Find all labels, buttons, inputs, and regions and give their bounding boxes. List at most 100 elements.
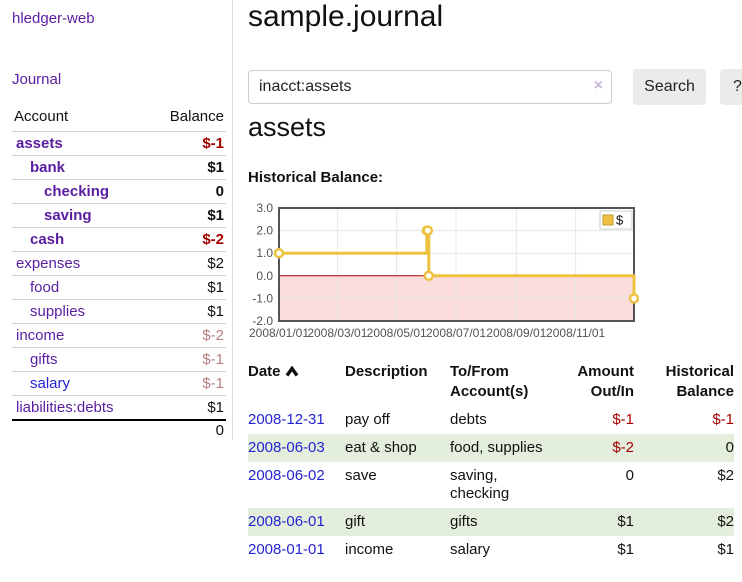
account-balance: $-1 — [148, 347, 226, 372]
accounts-table: Account Balance assets $-1 bank $1 — [12, 104, 226, 440]
transaction-description: pay off — [345, 411, 390, 428]
transaction-accounts: gifts — [450, 513, 478, 530]
transaction-date-link[interactable]: 2008-06-03 — [248, 439, 325, 456]
svg-text:0.0: 0.0 — [256, 269, 273, 283]
sidebar-item-journal[interactable]: Journal — [12, 71, 62, 88]
transaction-description: income — [345, 541, 394, 558]
transaction-accounts: debts — [450, 411, 487, 428]
search-input[interactable] — [248, 70, 612, 104]
svg-text:2.0: 2.0 — [256, 224, 273, 238]
account-link[interactable]: salary — [30, 375, 71, 392]
accounts-header-account: Account — [14, 108, 69, 125]
transaction-row: 2008-12-31 pay off debts $-1 $-1 — [248, 406, 734, 434]
column-header-description: Description — [345, 363, 428, 380]
account-row: gifts $-1 — [12, 347, 226, 372]
transaction-description: gift — [345, 513, 366, 530]
accounts-total-value: 0 — [148, 419, 226, 440]
historical-balance-chart[interactable]: 3.0 2.0 1.0 0.0 -1.0 -2.0 2008/01/01 2008/03/01… — [245, 201, 742, 353]
chart-title: Historical Balance: — [248, 169, 384, 186]
svg-text:3.0: 3.0 — [256, 203, 273, 215]
svg-text:$: $ — [616, 213, 624, 228]
account-balance: $1 — [148, 395, 226, 420]
account-row: food $1 — [12, 275, 226, 300]
account-balance: $1 — [148, 155, 226, 180]
svg-text:2008/03/01: 2008/03/01 — [307, 326, 367, 340]
column-header-accounts: To/From Account(s) — [450, 363, 529, 400]
account-link[interactable]: supplies — [30, 303, 86, 320]
account-link[interactable]: bank — [30, 159, 66, 176]
transaction-row: 2008-06-03 eat & shop food, supplies $-2… — [248, 434, 734, 462]
svg-text:2008/11/01: 2008/11/01 — [546, 326, 605, 340]
transaction-balance: $-1 — [712, 411, 734, 428]
account-row: expenses $2 — [12, 251, 226, 276]
search-button[interactable]: Search — [633, 69, 706, 105]
transaction-amount: $1 — [617, 541, 634, 558]
transaction-description: eat & shop — [345, 439, 417, 456]
transactions-table-body: 2008-12-31 pay off debts $-1 $-1 2008-06… — [248, 406, 734, 564]
account-balance: $2 — [148, 251, 226, 276]
account-row: saving $1 — [12, 203, 226, 228]
account-row: supplies $1 — [12, 299, 226, 324]
transaction-description: save — [345, 467, 377, 484]
help-button[interactable]: ? — [720, 69, 742, 105]
account-row: salary $-1 — [12, 371, 226, 396]
account-link[interactable]: checking — [44, 183, 110, 200]
main-panel: sample.journal × Search ? assets Histori… — [233, 0, 742, 582]
account-row: liabilities:debts $1 — [12, 395, 226, 420]
search-input-wrap: × — [248, 70, 612, 104]
transaction-date-link[interactable]: 2008-06-01 — [248, 513, 325, 530]
account-balance: $-2 — [148, 227, 226, 252]
transaction-amount: $-2 — [612, 439, 634, 456]
register-account-title: assets — [248, 112, 327, 142]
account-balance: $-2 — [148, 323, 226, 348]
account-link[interactable]: liabilities:debts — [16, 399, 114, 416]
transaction-accounts: saving, checking — [450, 467, 510, 502]
transactions-header-row: Date Description To/From Account(s) Amou… — [248, 359, 734, 406]
transaction-date-link[interactable]: 2008-01-01 — [248, 541, 325, 558]
column-header-balance: Historical Balance — [665, 363, 734, 400]
account-link[interactable]: assets — [16, 135, 63, 152]
search-bar: × Search ? — [248, 69, 742, 105]
account-link[interactable]: income — [16, 327, 65, 344]
account-balance: 0 — [148, 179, 226, 204]
account-balance: $1 — [148, 299, 226, 324]
svg-text:2008/01/01: 2008/01/01 — [249, 326, 309, 340]
accounts-header-balance: Balance — [169, 108, 224, 125]
svg-text:2008/07/01: 2008/07/01 — [426, 326, 486, 340]
transaction-amount: 0 — [625, 467, 634, 484]
account-row: bank $1 — [12, 155, 226, 180]
transaction-date-link[interactable]: 2008-06-02 — [248, 467, 325, 484]
accounts-total-row: 0 — [12, 419, 226, 440]
accounts-table-body: assets $-1 bank $1 checking 0 — [12, 131, 226, 420]
transaction-row: 2008-06-02 save saving, checking 0 $2 — [248, 462, 734, 508]
transaction-accounts: salary — [450, 541, 491, 558]
transaction-balance: $1 — [717, 541, 734, 558]
transaction-balance: $2 — [717, 467, 734, 484]
transaction-balance: 0 — [725, 439, 734, 456]
app-title-link[interactable]: hledger-web — [12, 10, 95, 27]
column-header-date[interactable]: Date — [248, 359, 345, 406]
transaction-accounts: food, supplies — [450, 439, 543, 456]
svg-text:-1.0: -1.0 — [252, 291, 273, 305]
sort-ascending-icon — [285, 365, 298, 377]
account-link[interactable]: saving — [44, 207, 92, 224]
account-row: income $-2 — [12, 323, 226, 348]
account-row: checking 0 — [12, 179, 226, 204]
account-balance: $-1 — [148, 371, 226, 396]
clear-search-icon[interactable]: × — [593, 77, 603, 94]
account-link[interactable]: gifts — [30, 351, 58, 368]
account-row: assets $-1 — [12, 131, 226, 156]
transaction-balance: $2 — [717, 513, 734, 530]
account-row: cash $-2 — [12, 227, 226, 252]
column-header-amount: Amount Out/In — [577, 363, 634, 400]
svg-text:-2.0: -2.0 — [252, 314, 273, 328]
account-balance: $1 — [148, 275, 226, 300]
account-link[interactable]: expenses — [16, 255, 81, 272]
transaction-amount: $1 — [617, 513, 634, 530]
account-balance: $-1 — [148, 131, 226, 156]
transaction-row: 2008-06-01 gift gifts $1 $2 — [248, 508, 734, 536]
account-link[interactable]: food — [30, 279, 60, 296]
transaction-amount: $-1 — [612, 411, 634, 428]
transaction-date-link[interactable]: 2008-12-31 — [248, 411, 325, 428]
account-link[interactable]: cash — [30, 231, 65, 248]
